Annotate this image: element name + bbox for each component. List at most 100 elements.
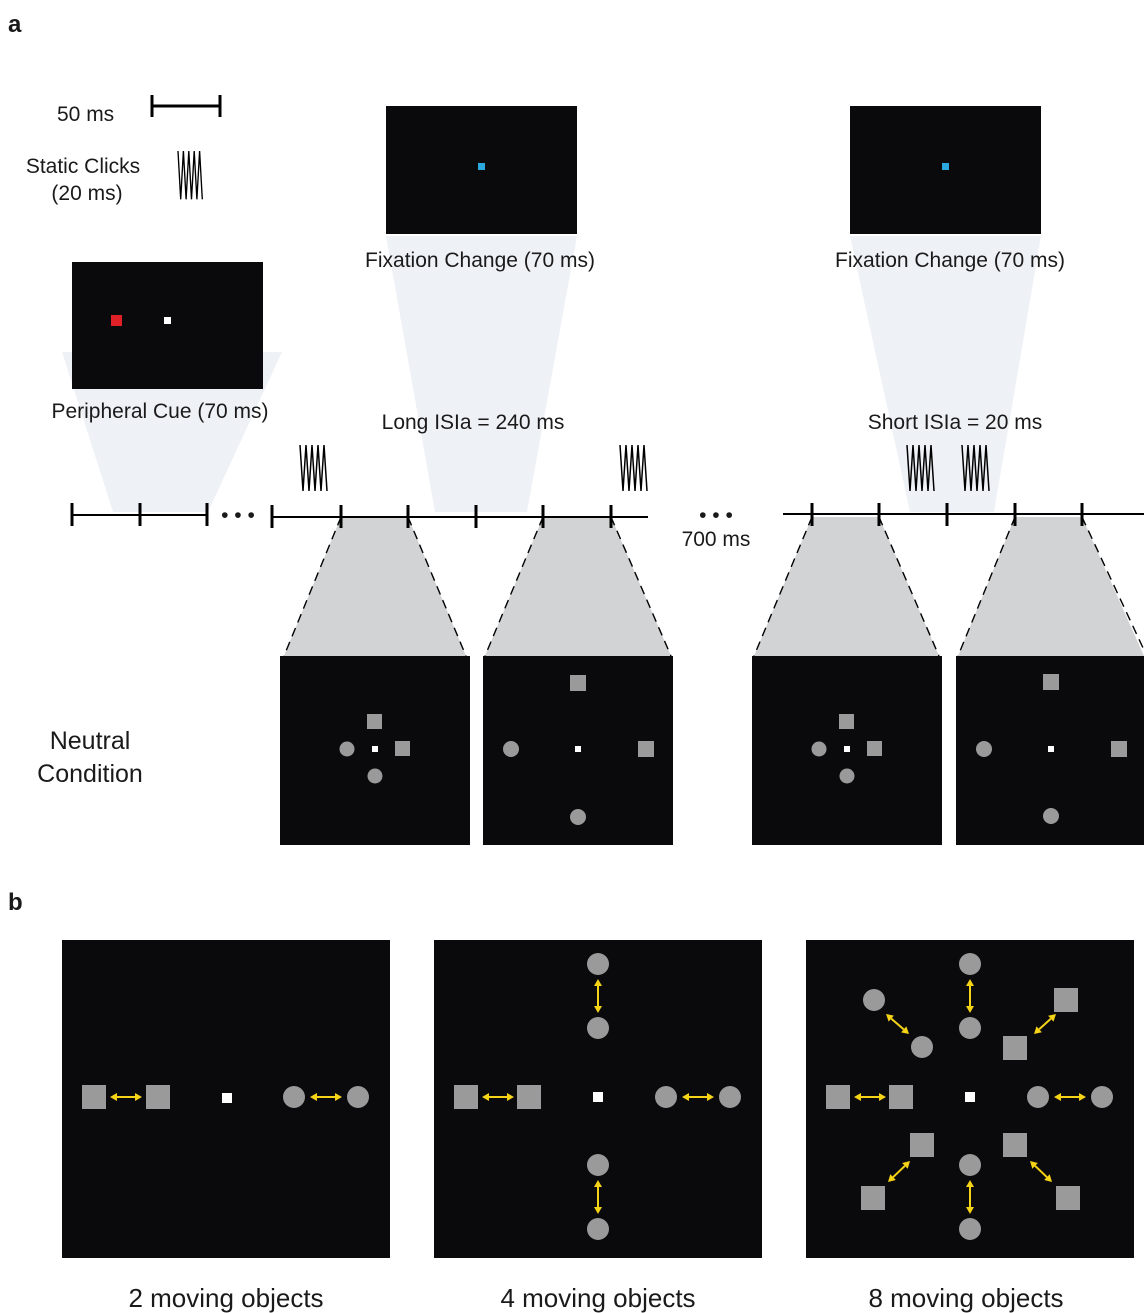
zoom-fan-3 <box>753 516 940 657</box>
circle-object <box>1027 1086 1049 1108</box>
square-object <box>861 1186 885 1210</box>
motion-arrow <box>966 1180 974 1214</box>
square-object <box>146 1085 170 1109</box>
motion-arrow <box>1034 1014 1056 1034</box>
circle-object <box>283 1086 305 1108</box>
circle-object <box>587 1218 609 1240</box>
square-object <box>839 714 854 729</box>
circle-object <box>1043 808 1059 824</box>
moving-object-conditions: 2 moving objects 4 moving objects <box>62 940 1134 1313</box>
condition-caption: 2 moving objects <box>128 1283 323 1313</box>
condition-2-objects: 2 moving objects <box>62 940 390 1313</box>
circle-object <box>811 741 827 757</box>
neutral-condition-label-line1: Neutral <box>50 727 131 755</box>
circle-object <box>503 741 519 757</box>
condition-caption: 4 moving objects <box>500 1283 695 1313</box>
static-clicks-label-line1: Static Clicks <box>26 155 140 178</box>
panel-b-label: b <box>8 889 23 916</box>
motion-arrow <box>854 1093 886 1101</box>
motion-arrow <box>682 1093 714 1101</box>
circle-object <box>959 1218 981 1240</box>
square-object <box>1054 988 1078 1012</box>
square-object <box>367 714 382 729</box>
motion-arrow <box>1054 1093 1086 1101</box>
motion-arrow <box>888 1161 910 1182</box>
circle-object <box>863 989 885 1011</box>
square-object <box>826 1085 850 1109</box>
circle-object <box>655 1086 677 1108</box>
fixation-point <box>575 746 581 752</box>
square-object <box>1111 741 1127 757</box>
square-object <box>1056 1186 1080 1210</box>
fixation-change-label-2: Fixation Change (70 ms) <box>835 249 1065 272</box>
condition-caption: 8 moving objects <box>868 1283 1063 1313</box>
motion-arrow <box>594 1180 602 1214</box>
square-object <box>454 1085 478 1109</box>
fixation-change-marker-1 <box>478 163 485 170</box>
fixation-change-marker-2 <box>942 163 949 170</box>
fixation-point <box>593 1092 603 1102</box>
square-object <box>910 1133 934 1157</box>
static-clicks-label-line2: (20 ms) <box>51 182 122 205</box>
stimulus-frame-inner-1 <box>280 656 470 845</box>
square-object <box>517 1085 541 1109</box>
gap-ellipsis: • • • <box>699 504 733 527</box>
square-object <box>570 675 586 691</box>
circle-object <box>587 953 609 975</box>
click-waveform-icon <box>299 444 328 492</box>
peripheral-cue-screen <box>72 262 263 389</box>
fixation-point <box>164 317 171 324</box>
square-object <box>867 741 882 756</box>
motion-arrow <box>886 1014 909 1034</box>
panel-a-label: a <box>8 11 22 38</box>
square-object <box>395 741 410 756</box>
long-isi-label: Long ISIa = 240 ms <box>382 411 565 434</box>
stimulus-frame-outer-2 <box>956 656 1144 845</box>
circle-object <box>839 768 855 784</box>
fixation-point <box>372 746 378 752</box>
click-waveform-icon <box>619 444 648 492</box>
neutral-condition-label-line2: Condition <box>37 760 143 788</box>
circle-object <box>339 741 355 757</box>
fixation-projection-fan-2 <box>850 236 1041 512</box>
square-object <box>638 741 654 757</box>
peripheral-cue-marker <box>111 315 122 326</box>
circle-object <box>719 1086 741 1108</box>
fixation-point <box>222 1093 232 1103</box>
motion-arrow <box>310 1093 342 1101</box>
fixation-change-label-1: Fixation Change (70 ms) <box>365 249 595 272</box>
circle-object <box>367 768 383 784</box>
fixation-point <box>965 1092 975 1102</box>
motion-arrow <box>594 979 602 1013</box>
square-object <box>1003 1133 1027 1157</box>
condition-4-objects: 4 moving objects <box>434 940 762 1313</box>
circle-object <box>1091 1086 1113 1108</box>
timeline-ellipsis: • • • <box>221 504 255 527</box>
stimulus-frame-outer-1 <box>483 656 673 845</box>
condition-8-objects: 8 moving objects <box>806 940 1134 1313</box>
zoom-fan-2 <box>484 516 672 657</box>
circle-object <box>959 1154 981 1176</box>
short-isi-label: Short ISIa = 20 ms <box>868 411 1043 434</box>
motion-arrow <box>110 1093 142 1101</box>
circle-object <box>347 1086 369 1108</box>
circle-object <box>959 1017 981 1039</box>
fixation-projection-fan-1 <box>386 236 577 512</box>
click-waveform-legend-icon <box>177 150 204 201</box>
motion-arrow <box>966 979 974 1013</box>
motion-arrow <box>482 1093 514 1101</box>
stimulus-frame-inner-2 <box>752 656 942 845</box>
circle-object <box>570 809 586 825</box>
circle-object <box>911 1036 933 1058</box>
square-object <box>889 1085 913 1109</box>
square-object <box>1043 674 1059 690</box>
scale-bar-label: 50 ms <box>57 103 114 126</box>
gap-duration-label: 700 ms <box>682 528 751 551</box>
zoom-fan-1 <box>283 516 467 657</box>
cue-projection-fan <box>62 352 282 512</box>
circle-object <box>587 1154 609 1176</box>
circle-object <box>976 741 992 757</box>
fixation-point <box>844 746 850 752</box>
